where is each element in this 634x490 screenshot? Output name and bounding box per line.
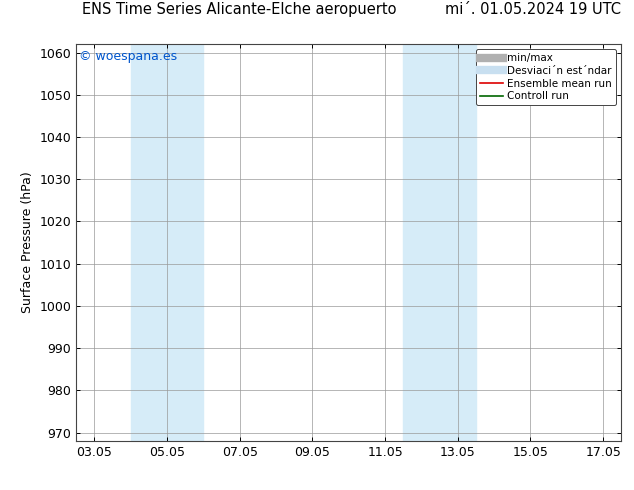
Legend: min/max, Desviaci´n est´ndar, Ensemble mean run, Controll run: min/max, Desviaci´n est´ndar, Ensemble m… bbox=[476, 49, 616, 105]
Y-axis label: Surface Pressure (hPa): Surface Pressure (hPa) bbox=[21, 172, 34, 314]
Text: © woespana.es: © woespana.es bbox=[79, 50, 177, 63]
Bar bbox=[131, 44, 204, 441]
Bar bbox=[403, 44, 476, 441]
Text: ENS Time Series Alicante-Elche aeropuerto: ENS Time Series Alicante-Elche aeropuert… bbox=[82, 2, 397, 17]
Text: mi´. 01.05.2024 19 UTC: mi´. 01.05.2024 19 UTC bbox=[445, 2, 621, 17]
